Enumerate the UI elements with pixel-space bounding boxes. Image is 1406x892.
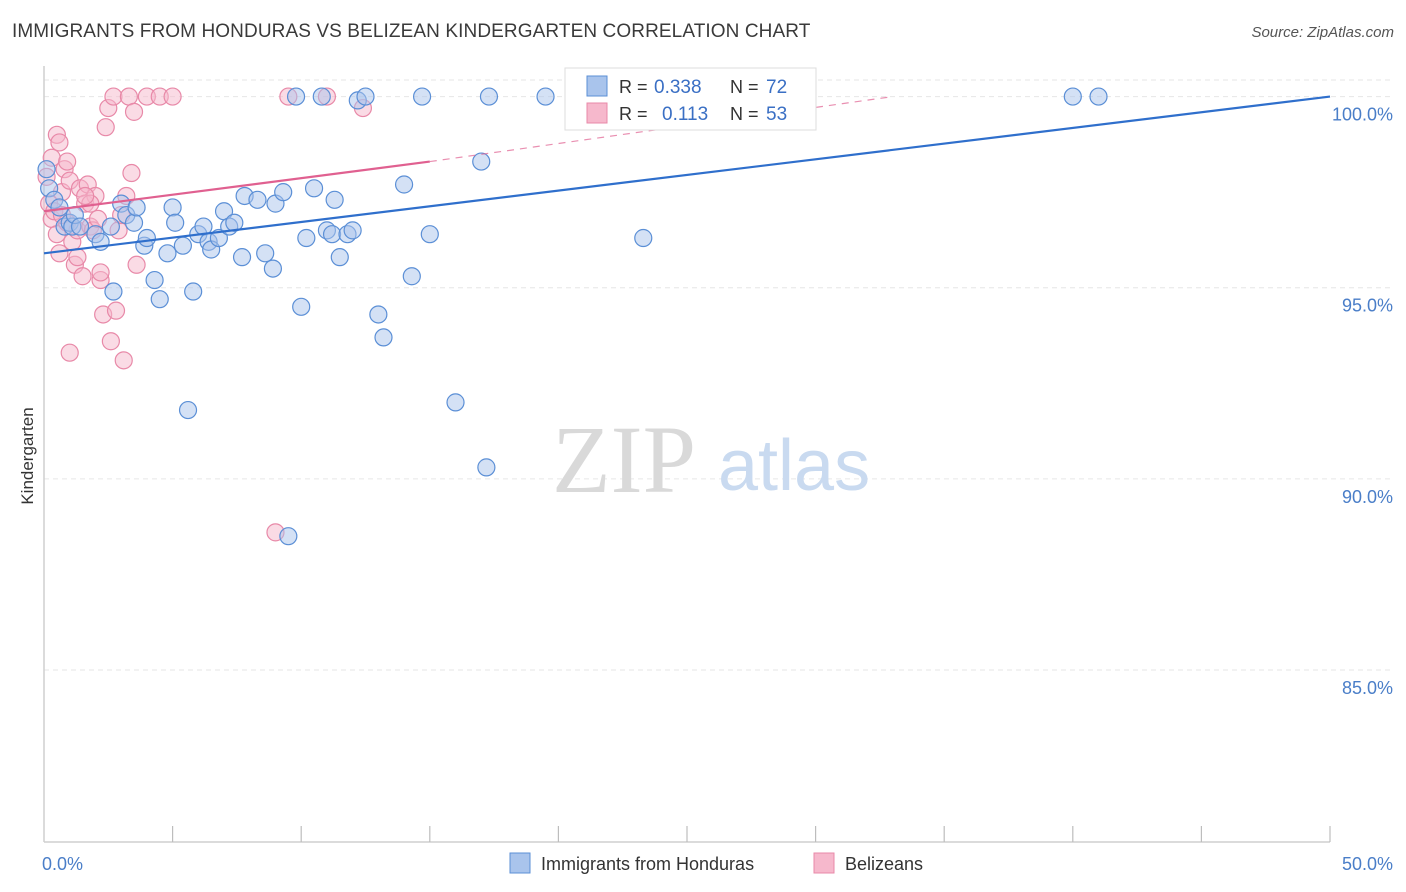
honduras-point bbox=[472, 152, 491, 171]
honduras-point bbox=[101, 217, 120, 236]
stats-r-label-pink: R = bbox=[619, 104, 648, 124]
honduras-point bbox=[137, 228, 156, 248]
stats-n-value-pink: 53 bbox=[766, 104, 787, 125]
belizeans-trend-line bbox=[43, 160, 430, 213]
honduras-point bbox=[325, 190, 344, 209]
belizeans-point bbox=[76, 186, 95, 206]
honduras-points bbox=[37, 87, 1108, 546]
honduras-point bbox=[402, 267, 421, 286]
y-tick-label: 100.0% bbox=[1332, 105, 1393, 125]
belizeans-point bbox=[60, 343, 79, 362]
honduras-point bbox=[145, 270, 164, 290]
honduras-point bbox=[479, 87, 499, 106]
belizeans-point bbox=[119, 87, 138, 106]
honduras-point bbox=[1089, 87, 1108, 106]
trend-lines bbox=[43, 95, 1331, 255]
belizeans-point bbox=[58, 152, 77, 171]
belizeans-point bbox=[127, 255, 146, 274]
y-tick-label: 90.0% bbox=[1342, 487, 1393, 507]
honduras-point bbox=[343, 221, 362, 240]
honduras-point bbox=[184, 282, 203, 301]
gridlines bbox=[44, 79, 1392, 671]
honduras-point bbox=[178, 400, 198, 420]
honduras-point bbox=[536, 87, 555, 106]
belizeans-point bbox=[114, 351, 133, 370]
honduras-point bbox=[104, 282, 123, 301]
watermark-zip: ZIP bbox=[552, 406, 696, 513]
honduras-point bbox=[356, 87, 375, 106]
belizeans-point bbox=[124, 102, 144, 121]
honduras-point bbox=[166, 213, 185, 232]
honduras-point bbox=[124, 213, 144, 232]
honduras-point bbox=[209, 228, 228, 248]
legend-swatch-honduras bbox=[509, 852, 531, 874]
chart-title: IMMIGRANTS FROM HONDURAS VS BELIZEAN KIN… bbox=[12, 21, 811, 42]
honduras-point bbox=[634, 228, 653, 248]
honduras-point bbox=[374, 328, 393, 347]
y-tick-label: 85.0% bbox=[1342, 678, 1393, 698]
stats-r-value-pink: 0.113 bbox=[662, 104, 708, 125]
stats-legend-swatch-blue bbox=[586, 75, 608, 97]
honduras-point bbox=[158, 244, 177, 263]
honduras-point bbox=[263, 259, 283, 278]
watermark-atlas: atlas bbox=[718, 426, 870, 506]
honduras-point bbox=[70, 217, 90, 236]
source-credit: Source: ZipAtlas.com bbox=[1251, 24, 1394, 41]
belizeans-point bbox=[91, 263, 110, 282]
honduras-point bbox=[304, 179, 324, 198]
belizeans-point bbox=[96, 118, 115, 137]
legend-label-belizeans: Belizeans bbox=[845, 854, 923, 874]
belizeans-point bbox=[101, 332, 120, 351]
honduras-point bbox=[37, 160, 56, 179]
y-tick-label: 95.0% bbox=[1342, 296, 1393, 316]
stats-r-value-blue: 0.338 bbox=[654, 77, 702, 98]
y-axis-title: Kindergarten bbox=[18, 407, 37, 504]
belizeans-point bbox=[106, 301, 126, 320]
honduras-point bbox=[297, 228, 316, 248]
honduras-point bbox=[173, 236, 192, 255]
honduras-point bbox=[225, 213, 244, 232]
honduras-point bbox=[232, 248, 252, 267]
belizeans-point bbox=[50, 133, 69, 152]
belizeans-point bbox=[163, 87, 182, 106]
honduras-point bbox=[420, 225, 439, 244]
honduras-point bbox=[274, 183, 293, 202]
x-tick-label: 0.0% bbox=[42, 854, 83, 874]
honduras-point bbox=[256, 244, 275, 263]
honduras-point bbox=[322, 225, 342, 244]
stats-legend-swatch-pink bbox=[586, 102, 608, 124]
belizeans-points bbox=[37, 87, 373, 542]
honduras-trend-line bbox=[43, 95, 1331, 255]
honduras-point bbox=[330, 248, 349, 267]
stats-n-label-pink: N = bbox=[730, 104, 759, 124]
stats-legend: R = 0.338 N = 72 R = 0.113 N = 53 bbox=[564, 67, 817, 131]
legend-label-honduras: Immigrants from Honduras bbox=[541, 854, 754, 874]
belizeans-point bbox=[104, 87, 123, 106]
honduras-point bbox=[369, 305, 388, 324]
honduras-point bbox=[286, 87, 306, 106]
honduras-point bbox=[150, 290, 169, 309]
honduras-point bbox=[279, 527, 298, 546]
stats-n-value-blue: 72 bbox=[766, 77, 787, 98]
honduras-point bbox=[446, 393, 465, 412]
belizeans-point bbox=[68, 248, 87, 267]
honduras-point bbox=[312, 87, 331, 106]
honduras-point bbox=[127, 198, 146, 217]
series-legend: Immigrants from Honduras Belizeans bbox=[509, 852, 923, 874]
honduras-point bbox=[248, 190, 267, 209]
belizeans-point bbox=[73, 267, 92, 286]
honduras-point bbox=[412, 87, 432, 106]
tick-labels: 100.0% 95.0% 90.0% 85.0% 0.0% 50.0% bbox=[42, 105, 1393, 874]
honduras-point bbox=[163, 198, 182, 217]
belizeans-point bbox=[122, 163, 141, 183]
honduras-point bbox=[477, 458, 496, 477]
honduras-point bbox=[1063, 87, 1082, 106]
stats-n-label-blue: N = bbox=[730, 77, 759, 97]
stats-r-label-blue: R = bbox=[619, 77, 648, 97]
x-tick-label: 50.0% bbox=[1342, 854, 1393, 874]
honduras-point bbox=[292, 297, 311, 316]
legend-swatch-belizeans bbox=[813, 852, 835, 874]
honduras-point bbox=[394, 175, 414, 194]
